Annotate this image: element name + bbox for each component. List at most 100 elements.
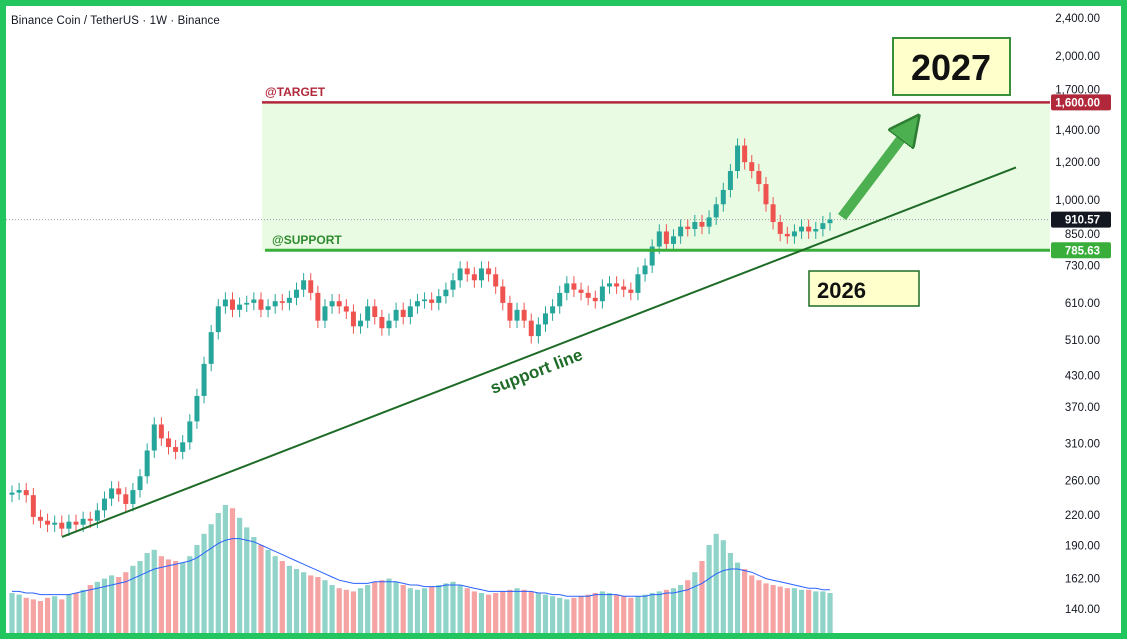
candle-body: [286, 297, 292, 303]
candle-body: [799, 226, 805, 232]
candle-body: [45, 520, 51, 525]
volume-bar: [286, 565, 293, 633]
candle-body: [784, 233, 790, 237]
volume-bar: [165, 559, 172, 633]
candle-body: [713, 204, 719, 218]
support-label: @SUPPORT: [272, 233, 342, 247]
volume-bar: [663, 589, 669, 633]
axis-tick-label: 2,000.00: [1055, 51, 1100, 63]
candle-body: [542, 313, 548, 325]
candle-body: [386, 320, 392, 329]
target-label: @TARGET: [265, 85, 326, 99]
candle-body: [656, 231, 662, 247]
volume-bar: [471, 591, 477, 633]
candle-body: [37, 516, 43, 521]
volume-bar: [365, 585, 371, 633]
target-price-tag: [1051, 94, 1111, 111]
candle-body: [23, 490, 29, 496]
volume-bar: [130, 565, 136, 633]
candle-body: [749, 162, 755, 172]
candle-body: [294, 289, 300, 298]
candle-body: [80, 518, 86, 525]
candle-body: [628, 289, 634, 293]
candle-body: [671, 236, 677, 244]
volume-bar: [450, 581, 456, 633]
candle-body: [130, 490, 136, 504]
candle-body: [507, 302, 513, 321]
support-trendline[interactable]: [61, 166, 1017, 538]
candle-body: [315, 292, 321, 321]
volume-bar: [372, 581, 378, 633]
symbol-header[interactable]: Binance Coin / TetherUS · 1W · Binance: [11, 15, 220, 27]
volume-bar: [514, 588, 520, 633]
candle-body: [365, 306, 371, 321]
volume-bar: [628, 597, 634, 633]
volume-bar: [564, 599, 570, 633]
candle-body: [187, 421, 193, 443]
volume-bar: [30, 599, 36, 633]
price-axis[interactable]: 2,400.00 2,000.00 1,700.00 1,400.00 1,200.00…: [1051, 13, 1111, 616]
candle-body: [379, 316, 385, 329]
candle-body: [422, 299, 428, 302]
volume-bar: [720, 540, 726, 633]
axis-tick-label: 430.00: [1065, 371, 1100, 383]
axis-tick-label: 1,400.00: [1055, 125, 1100, 137]
candle-body: [137, 476, 143, 491]
candle-body: [244, 302, 250, 305]
volume-bar: [108, 575, 115, 633]
candle-body: [471, 274, 477, 281]
volume-bar: [478, 593, 485, 633]
candle-body: [699, 221, 705, 227]
volume-bar: [727, 553, 734, 633]
volume-bar: [279, 561, 285, 633]
candle-body: [215, 306, 221, 333]
candle-body: [763, 184, 769, 205]
volume-bar: [144, 553, 150, 633]
volume-bar: [215, 513, 221, 633]
target-zone: [262, 102, 1050, 251]
axis-tick-label: 730.00: [1065, 261, 1100, 273]
year-2027-box: [892, 37, 1011, 96]
volume-bar: [443, 583, 449, 633]
volume-bar: [421, 588, 428, 633]
candle-body: [237, 304, 243, 310]
volume-bar: [343, 589, 349, 633]
candle-body: [222, 299, 228, 307]
candle-body: [649, 246, 655, 266]
candle-body: [806, 226, 812, 232]
price-chart[interactable]: @TARGET @SUPPORT support line 2027 2026 …: [6, 6, 1121, 633]
candle-body: [308, 280, 314, 293]
volume-bar: [706, 545, 712, 633]
volume-bar: [94, 581, 100, 633]
volume-bar: [549, 596, 556, 633]
candle-body: [557, 292, 563, 307]
volume-bar: [116, 577, 122, 633]
chart-frame[interactable]: Binance Coin / TetherUS · 1W · Binance @…: [6, 6, 1121, 633]
volume-bar: [16, 594, 22, 633]
volume-bar: [734, 562, 741, 633]
axis-tick-label: 260.00: [1065, 475, 1100, 487]
candle-body: [692, 221, 698, 230]
axis-tick-label: 2,400.00: [1055, 13, 1100, 25]
volume-ma-line: [12, 538, 830, 597]
candle-body: [407, 306, 413, 317]
volume-bars: [9, 505, 833, 633]
axis-tick-label: 1,000.00: [1055, 195, 1100, 207]
axis-tick-label: 850.00: [1065, 229, 1100, 241]
volume-bar: [770, 585, 776, 633]
volume-bar: [244, 527, 250, 633]
volume-bar: [713, 533, 719, 633]
candle-body: [599, 286, 605, 302]
candle-body: [635, 274, 641, 293]
candle-body: [414, 301, 420, 307]
candles: [9, 138, 833, 537]
candle-body: [585, 292, 591, 298]
year-2026-text: 2026: [817, 278, 866, 303]
candle-body: [706, 217, 712, 227]
volume-bar: [763, 583, 769, 633]
candle-body: [521, 309, 527, 321]
volume-bar: [407, 588, 413, 633]
volume-bar: [806, 589, 812, 633]
volume-bar: [606, 593, 613, 633]
volume-bar: [414, 589, 421, 633]
